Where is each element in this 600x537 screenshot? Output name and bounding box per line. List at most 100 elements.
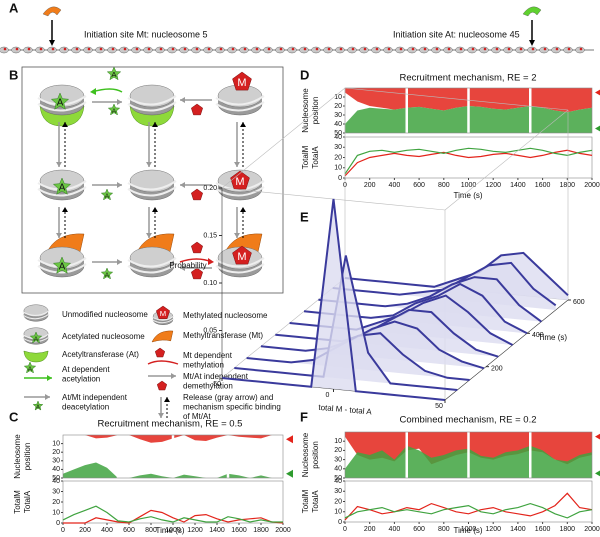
dna-wrap [127,186,177,197]
bead [551,46,561,54]
plot-frame [344,480,593,523]
y-tick-label: 10 [52,440,60,447]
bead [563,46,573,54]
bead-mark [39,47,43,51]
x-axis-label: Time (s) [453,526,482,535]
bead-mark [99,47,103,51]
bead-mark [435,47,439,51]
arrow-head [117,99,122,105]
t-tick-label: 400 [532,332,544,339]
x-tick-label: 600 [123,527,135,534]
acetyl-mark [107,103,121,116]
acetyl-symbol: A [105,272,110,279]
enzyme [42,6,62,17]
x-tick-label: 600 [413,526,425,533]
bead [35,46,45,54]
arrow-head [171,373,176,379]
panel-label: F [300,409,308,424]
y-tick-label: 0.15 [203,232,217,239]
bead [527,46,537,54]
x-axis-label: Time (s) [155,526,184,535]
x-tick-label: -50 [211,381,221,388]
bead-mark [27,47,31,51]
acetyl-symbol: A [36,404,40,410]
bead-mark [399,47,403,51]
bead-mark [255,47,259,51]
y-axis-label: position [311,97,320,125]
methyl-symbol: M [237,77,246,89]
arrow-head [146,233,152,238]
acetyl-mark [106,66,122,81]
y-tick-label: 40 [52,466,60,473]
panel-label: C [9,409,19,424]
series-line [344,149,593,177]
bead-mark [171,47,175,51]
y-tick-label: 0.20 [203,185,217,192]
distribution-fill [222,199,445,400]
x-tick-label: 0 [61,527,65,534]
methylation-arrow [147,360,179,365]
bead [347,46,357,54]
methyl-mark [156,380,168,391]
distribution [221,198,446,401]
bead-mark [351,47,355,51]
y-axis-label: TotalA [311,490,320,513]
bead-mark [411,47,415,51]
y2-tick-label: 40 [334,134,342,141]
x-tick-label: 0 [343,526,347,533]
legend-text: of Mt/At [183,412,211,421]
bead [479,46,489,54]
bead [275,46,285,54]
y-tick-label: 30 [52,458,60,465]
x-tick-label: 200 [364,526,376,533]
x-axis-label: Time (s) [453,191,482,200]
bead-mark [123,47,127,51]
y2-tick-label: 30 [334,488,342,495]
methyl-mark [156,305,170,319]
methyl-symbol: M [160,309,166,318]
arrow-head [180,97,185,103]
x-tick-label: 1200 [485,526,501,533]
y2-tick-label: 0 [338,519,342,526]
dna-wrap [215,257,265,268]
plot-frame [62,480,284,524]
x-tick-label: 50 [435,403,443,410]
y2-tick-label: 30 [52,488,60,495]
legend-text: Acetyltransferase (At) [62,350,139,359]
distribution-line [221,198,446,401]
arrow-head [234,233,240,238]
legend-text: Release (gray arrow) and [183,393,273,402]
y-tick-label: 0.05 [203,327,217,334]
arrow-head [62,122,68,127]
arrow-head [152,122,158,127]
legend-text: Methylated nucleosome [183,311,268,320]
bead [359,46,369,54]
bead [299,46,309,54]
site-label: Initiation site At: nucleosome 45 [393,29,520,39]
arrow-head [62,207,68,212]
dna-wrap [127,101,177,112]
panel-label: E [300,209,309,224]
bead [131,46,141,54]
arrow-head [56,233,62,238]
dna-wrap [37,186,87,197]
chart-title: Recruitment mechanism, RE = 2 [399,73,536,84]
dna-wrap [151,315,175,321]
box-edge [444,109,569,211]
bead-mark [507,47,511,51]
acetyl-mark [52,256,72,274]
bead [371,46,381,54]
bead-mark [51,47,55,51]
y-tick-label: 20 [52,449,60,456]
panel-label: D [300,67,309,82]
y-tick-label: 20 [334,447,342,454]
arrow-head [208,258,214,265]
box-edge [221,87,346,189]
x-tick-label: 0 [326,392,330,399]
y-tick-label: 0.10 [203,280,217,287]
bead-mark [375,47,379,51]
y-axis-label: position [23,443,32,471]
arrow-head [164,397,170,402]
bead-mark [291,47,295,51]
panel-b-frame [21,66,284,294]
